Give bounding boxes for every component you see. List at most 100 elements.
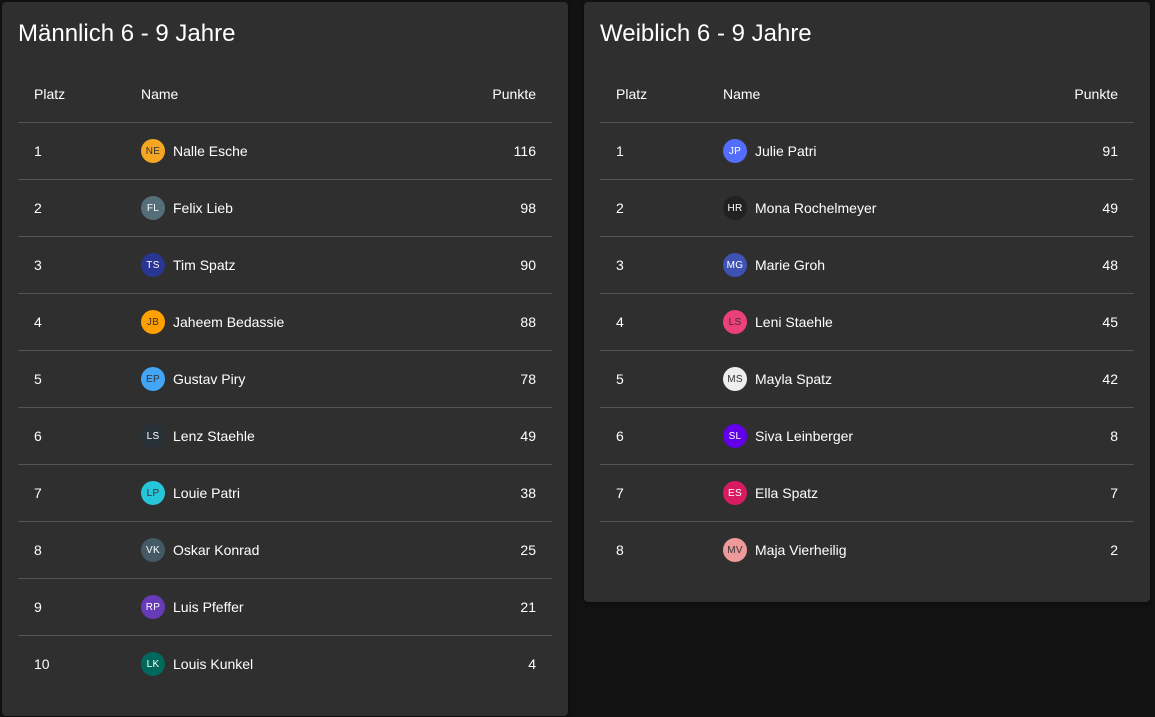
athlete-name: Nalle Esche — [173, 143, 248, 159]
name-cell: LS Lenz Staehle — [125, 407, 400, 465]
table-row[interactable]: 1 NE Nalle Esche 116 — [18, 122, 552, 180]
ranking-table: Platz Name Punkte 1 NE Nalle Esche 116 2 FL Fe… — [18, 66, 552, 692]
name-cell: LP Louie Patri — [125, 464, 400, 522]
name-wrapper: JP Julie Patri — [723, 139, 966, 163]
athlete-name: Louie Patri — [173, 485, 240, 501]
name-cell: NE Nalle Esche — [125, 122, 400, 180]
avatar: SL — [723, 424, 747, 448]
avatar: FL — [141, 196, 165, 220]
avatar: LS — [141, 424, 165, 448]
table-row[interactable]: 5 EP Gustav Piry 78 — [18, 350, 552, 408]
athlete-name: Maja Vierheilig — [755, 542, 847, 558]
avatar: VK — [141, 538, 165, 562]
column-header-punkte[interactable]: Punkte — [400, 66, 552, 123]
name-wrapper: LP Louie Patri — [141, 481, 384, 505]
name-cell: MS Mayla Spatz — [707, 350, 982, 408]
ranking-table: Platz Name Punkte 1 JP Julie Patri 91 2 HR Mon… — [600, 66, 1134, 578]
name-wrapper: EP Gustav Piry — [141, 367, 384, 391]
table-row[interactable]: 5 MS Mayla Spatz 42 — [600, 350, 1134, 408]
name-wrapper: MG Marie Groh — [723, 253, 966, 277]
points-cell: 42 — [982, 350, 1134, 408]
table-row[interactable]: 4 JB Jaheem Bedassie 88 — [18, 293, 552, 351]
name-cell: MG Marie Groh — [707, 236, 982, 294]
name-cell: TS Tim Spatz — [125, 236, 400, 294]
avatar: HR — [723, 196, 747, 220]
points-cell: 38 — [400, 464, 552, 522]
name-wrapper: VK Oskar Konrad — [141, 538, 384, 562]
rank-cell: 10 — [34, 656, 50, 672]
column-header-name[interactable]: Name — [707, 66, 982, 123]
table-row[interactable]: 8 VK Oskar Konrad 25 — [18, 521, 552, 579]
athlete-name: Leni Staehle — [755, 314, 833, 330]
points-cell: 45 — [982, 293, 1134, 351]
table-row[interactable]: 7 LP Louie Patri 38 — [18, 464, 552, 522]
card-title: Männlich 6 - 9 Jahre — [18, 20, 236, 47]
points-cell: 49 — [982, 179, 1134, 237]
avatar: JP — [723, 139, 747, 163]
table-row[interactable]: 7 ES Ella Spatz 7 — [600, 464, 1134, 522]
name-wrapper: SL Siva Leinberger — [723, 424, 966, 448]
points-cell: 91 — [982, 122, 1134, 180]
name-cell: EP Gustav Piry — [125, 350, 400, 408]
table-row[interactable]: 1 JP Julie Patri 91 — [600, 122, 1134, 180]
name-cell: LS Leni Staehle — [707, 293, 982, 351]
name-cell: HR Mona Rochelmeyer — [707, 179, 982, 237]
ranking-card-maennlich: Männlich 6 - 9 Jahre Platz Name Punkte 1… — [2, 2, 568, 716]
table-body: 1 NE Nalle Esche 116 2 FL Felix Lieb 98 3 TS Tim S… — [18, 122, 552, 693]
table-body: 1 JP Julie Patri 91 2 HR Mona Rochelmeyer 49 3 MG… — [600, 122, 1134, 579]
name-cell: LK Louis Kunkel — [125, 636, 400, 693]
name-cell: MV Maja Vierheilig — [707, 522, 982, 579]
rank-cell: 7 — [18, 464, 125, 522]
rank-cell: 1 — [600, 122, 707, 180]
name-wrapper: TS Tim Spatz — [141, 253, 384, 277]
avatar: EP — [141, 367, 165, 391]
table-row[interactable]: 10 LK Louis Kunkel 4 — [18, 636, 552, 693]
column-header-platz[interactable]: Platz — [600, 66, 707, 123]
rank-cell: 2 — [18, 179, 125, 237]
table-row[interactable]: 2 HR Mona Rochelmeyer 49 — [600, 179, 1134, 237]
card-title: Weiblich 6 - 9 Jahre — [600, 20, 812, 47]
table-header-row: Platz Name Punkte — [600, 66, 1134, 123]
column-header-punkte[interactable]: Punkte — [982, 66, 1134, 123]
athlete-name: Felix Lieb — [173, 200, 233, 216]
table-row[interactable]: 6 SL Siva Leinberger 8 — [600, 407, 1134, 465]
table-row[interactable]: 9 RP Luis Pfeffer 21 — [18, 578, 552, 636]
avatar: LP — [141, 481, 165, 505]
name-wrapper: ES Ella Spatz — [723, 481, 966, 505]
avatar: RP — [141, 595, 165, 619]
avatar: JB — [141, 310, 165, 334]
rank-cell: 8 — [18, 521, 125, 579]
name-cell: JP Julie Patri — [707, 122, 982, 180]
table-row[interactable]: 2 FL Felix Lieb 98 — [18, 179, 552, 237]
table-row[interactable]: 3 MG Marie Groh 48 — [600, 236, 1134, 294]
column-header-platz[interactable]: Platz — [18, 66, 125, 123]
rank-cell: 4 — [600, 293, 707, 351]
rank-cell: 5 — [18, 350, 125, 408]
name-cell: SL Siva Leinberger — [707, 407, 982, 465]
rank-cell: 4 — [18, 293, 125, 351]
table-row[interactable]: 8 MV Maja Vierheilig 2 — [600, 522, 1134, 579]
table-row[interactable]: 4 LS Leni Staehle 45 — [600, 293, 1134, 351]
rank-cell: 6 — [600, 407, 707, 465]
name-wrapper: FL Felix Lieb — [141, 196, 384, 220]
avatar: TS — [141, 253, 165, 277]
avatar: ES — [723, 481, 747, 505]
table-row[interactable]: 6 LS Lenz Staehle 49 — [18, 407, 552, 465]
points-cell: 4 — [528, 656, 536, 672]
rank-cell: 7 — [600, 464, 707, 522]
name-cell: ES Ella Spatz — [707, 464, 982, 522]
athlete-name: Marie Groh — [755, 257, 826, 273]
rank-cell: 8 — [616, 542, 624, 558]
name-wrapper: NE Nalle Esche — [141, 139, 384, 163]
avatar: MV — [723, 538, 747, 562]
name-cell: VK Oskar Konrad — [125, 521, 400, 579]
points-cell: 78 — [400, 350, 552, 408]
athlete-name: Lenz Staehle — [173, 428, 255, 444]
rank-cell: 2 — [600, 179, 707, 237]
avatar: LS — [723, 310, 747, 334]
name-wrapper: LS Leni Staehle — [723, 310, 966, 334]
column-header-name[interactable]: Name — [125, 66, 400, 123]
athlete-name: Louis Kunkel — [173, 656, 254, 672]
table-row[interactable]: 3 TS Tim Spatz 90 — [18, 236, 552, 294]
rank-cell: 3 — [18, 236, 125, 294]
